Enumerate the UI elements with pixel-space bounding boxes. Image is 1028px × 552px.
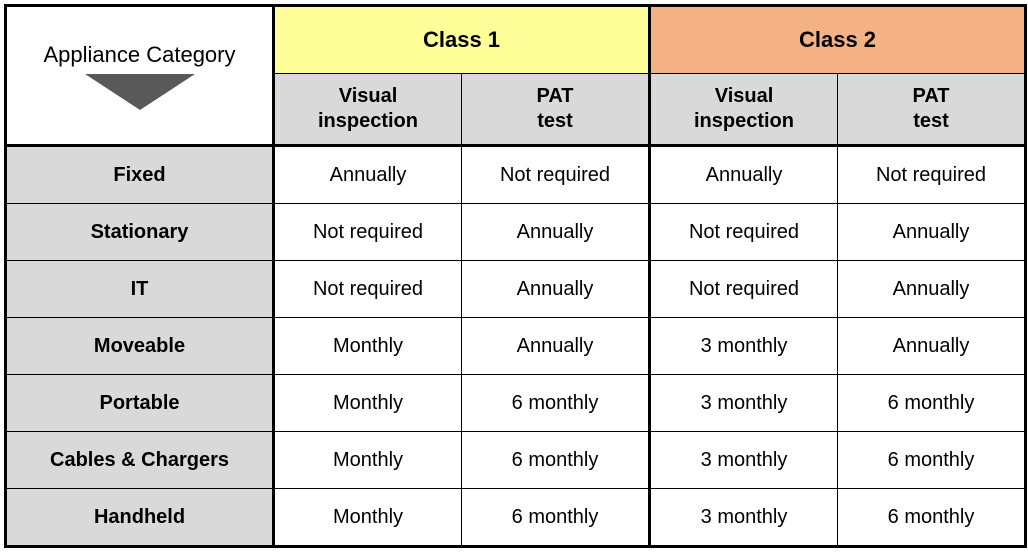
data-cell: Annually [838, 261, 1026, 318]
table-row: ITNot requiredAnnuallyNot requiredAnnual… [6, 261, 1026, 318]
data-cell: Not required [462, 146, 650, 204]
data-cell: Annually [838, 204, 1026, 261]
row-header: Handheld [6, 489, 274, 547]
data-cell: 3 monthly [650, 489, 838, 547]
class-header-row: Appliance Category Class 1 Class 2 [6, 6, 1026, 74]
data-cell: Annually [838, 318, 1026, 375]
data-cell: 6 monthly [462, 375, 650, 432]
data-cell: Monthly [274, 318, 462, 375]
row-header: Portable [6, 375, 274, 432]
table-row: MoveableMonthlyAnnually3 monthlyAnnually [6, 318, 1026, 375]
table-row: HandheldMonthly6 monthly3 monthly6 month… [6, 489, 1026, 547]
data-cell: 6 monthly [838, 375, 1026, 432]
class1-header: Class 1 [274, 6, 650, 74]
data-cell: Monthly [274, 432, 462, 489]
down-arrow-icon [85, 74, 195, 110]
sub-header: PATtest [462, 74, 650, 146]
row-header: Moveable [6, 318, 274, 375]
table-body: FixedAnnuallyNot requiredAnnuallyNot req… [6, 146, 1026, 547]
data-cell: Monthly [274, 375, 462, 432]
data-cell: Annually [462, 261, 650, 318]
data-cell: 3 monthly [650, 375, 838, 432]
data-cell: Annually [274, 146, 462, 204]
row-header: Stationary [6, 204, 274, 261]
data-cell: Annually [462, 318, 650, 375]
table-row: FixedAnnuallyNot requiredAnnuallyNot req… [6, 146, 1026, 204]
table-row: PortableMonthly6 monthly3 monthly6 month… [6, 375, 1026, 432]
data-cell: 3 monthly [650, 318, 838, 375]
data-cell: Annually [650, 146, 838, 204]
data-cell: Not required [650, 204, 838, 261]
row-header: Fixed [6, 146, 274, 204]
corner-header: Appliance Category [6, 6, 274, 146]
data-cell: 6 monthly [462, 489, 650, 547]
table-row: StationaryNot requiredAnnuallyNot requir… [6, 204, 1026, 261]
row-header: IT [6, 261, 274, 318]
pat-testing-table: Appliance Category Class 1 Class 2 Visua… [4, 4, 1027, 548]
data-cell: Not required [274, 204, 462, 261]
data-cell: 6 monthly [838, 489, 1026, 547]
data-cell: Monthly [274, 489, 462, 547]
data-cell: Not required [274, 261, 462, 318]
sub-header: Visualinspection [274, 74, 462, 146]
data-cell: 3 monthly [650, 432, 838, 489]
table-row: Cables & ChargersMonthly6 monthly3 month… [6, 432, 1026, 489]
data-cell: Not required [838, 146, 1026, 204]
sub-header: Visualinspection [650, 74, 838, 146]
sub-header: PATtest [838, 74, 1026, 146]
data-cell: Annually [462, 204, 650, 261]
corner-label: Appliance Category [43, 42, 235, 68]
class2-header: Class 2 [650, 6, 1026, 74]
data-cell: 6 monthly [838, 432, 1026, 489]
data-cell: Not required [650, 261, 838, 318]
row-header: Cables & Chargers [6, 432, 274, 489]
data-cell: 6 monthly [462, 432, 650, 489]
